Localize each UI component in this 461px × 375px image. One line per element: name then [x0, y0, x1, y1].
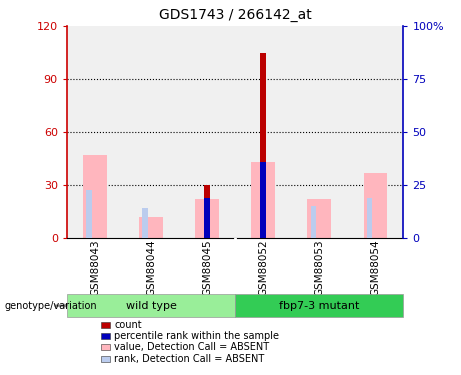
Bar: [195, 199, 219, 238]
Text: GSM88043: GSM88043: [90, 240, 100, 296]
Text: fbp7-3 mutant: fbp7-3 mutant: [279, 301, 360, 310]
Bar: [366, 198, 372, 238]
Bar: [139, 217, 163, 238]
Bar: [307, 199, 331, 238]
Text: value, Detection Call = ABSENT: value, Detection Call = ABSENT: [114, 342, 269, 352]
Bar: [83, 155, 106, 238]
Bar: [67, 294, 235, 317]
Bar: [364, 173, 387, 238]
Text: GSM88044: GSM88044: [146, 240, 156, 296]
Bar: [142, 208, 148, 238]
Bar: [260, 162, 266, 238]
Bar: [260, 53, 266, 238]
Text: rank, Detection Call = ABSENT: rank, Detection Call = ABSENT: [114, 354, 265, 364]
Text: count: count: [114, 320, 142, 330]
Bar: [204, 198, 210, 238]
Text: percentile rank within the sample: percentile rank within the sample: [114, 331, 279, 341]
Bar: [235, 294, 403, 317]
Text: GSM88054: GSM88054: [370, 240, 380, 296]
Bar: [86, 190, 92, 238]
Text: GSM88052: GSM88052: [258, 240, 268, 296]
Title: GDS1743 / 266142_at: GDS1743 / 266142_at: [159, 9, 312, 22]
Bar: [204, 185, 210, 238]
Bar: [311, 206, 316, 238]
Text: genotype/variation: genotype/variation: [5, 301, 97, 310]
Bar: [251, 162, 275, 238]
Text: wild type: wild type: [125, 301, 177, 310]
Text: GSM88053: GSM88053: [314, 240, 324, 296]
Text: GSM88045: GSM88045: [202, 240, 212, 296]
